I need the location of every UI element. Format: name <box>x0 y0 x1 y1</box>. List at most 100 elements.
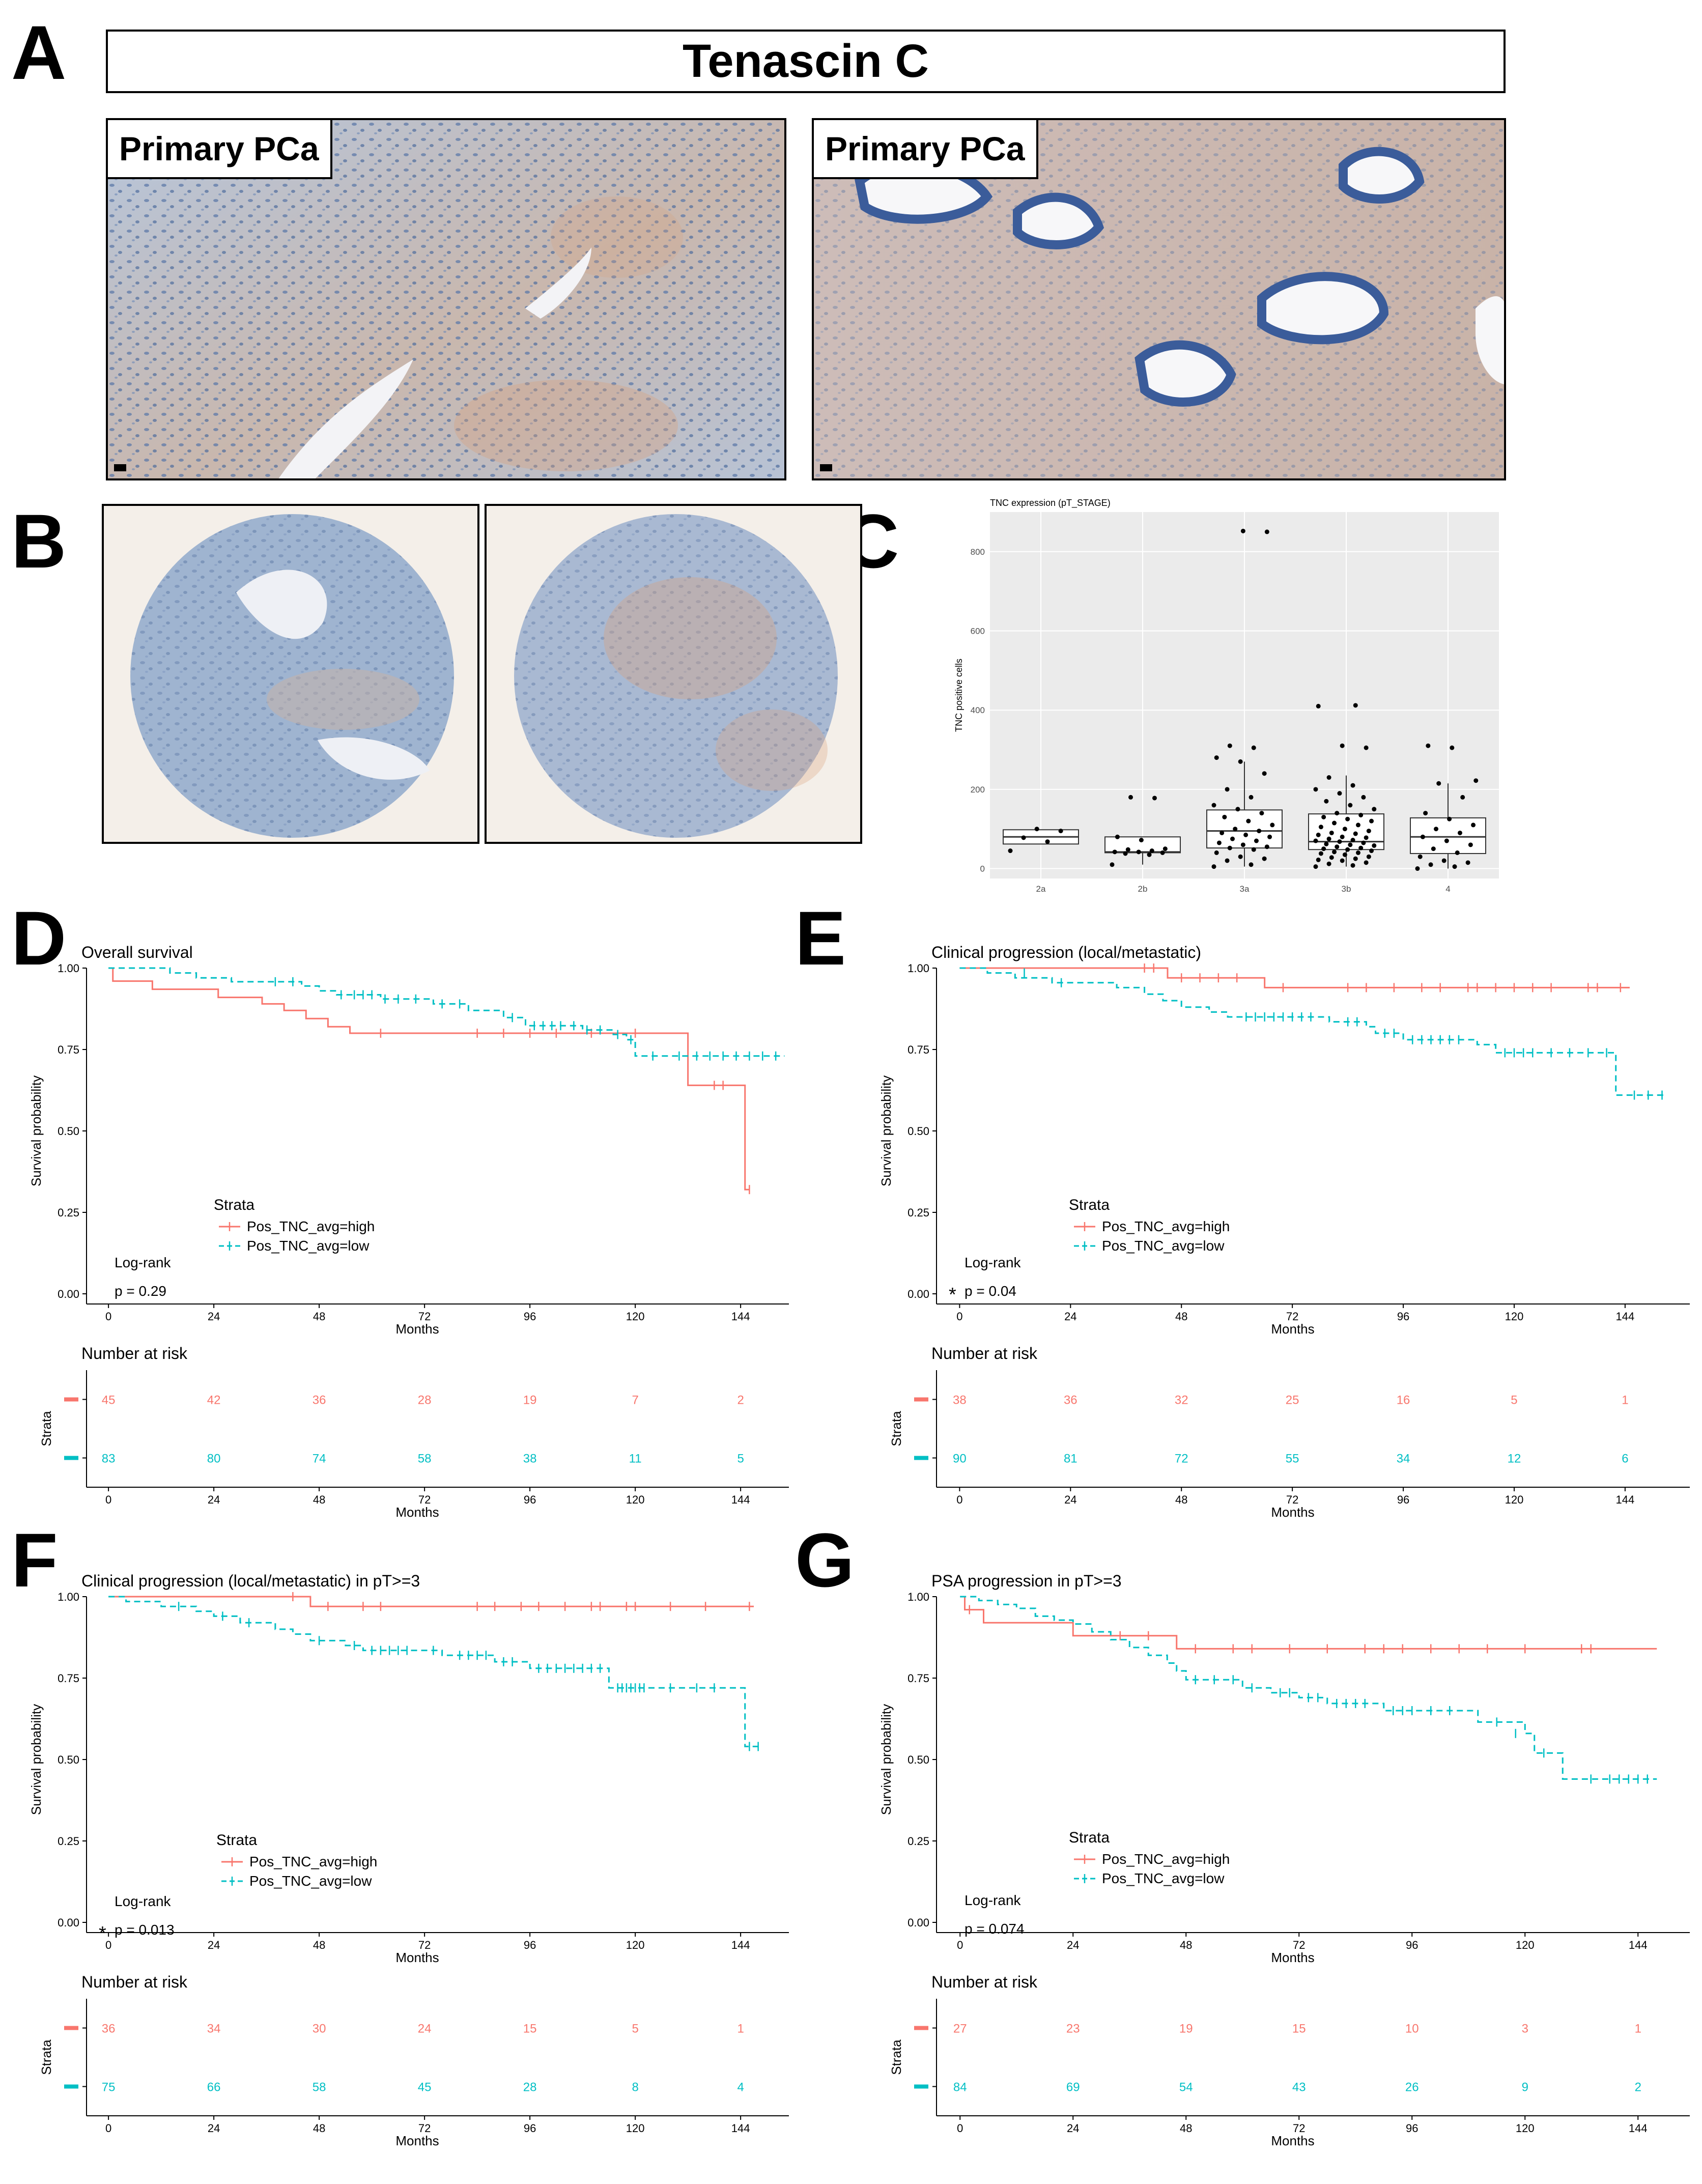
risk-x-tick-label: 120 <box>1516 2122 1535 2135</box>
legend-title: Strata <box>1069 1829 1110 1846</box>
data-point <box>1358 812 1364 817</box>
risk-count: 45 <box>418 2081 432 2094</box>
data-point <box>1110 862 1115 867</box>
data-point <box>1415 866 1420 871</box>
y-tick-label: 0.00 <box>907 1288 929 1300</box>
data-point <box>1147 852 1152 857</box>
risk-x-tick-label: 24 <box>208 2122 220 2135</box>
risk-count: 72 <box>1175 1452 1188 1466</box>
data-point <box>1447 816 1452 821</box>
data-point <box>1233 827 1238 832</box>
y-axis-label: TNC positive cells <box>954 659 964 732</box>
data-point <box>1329 830 1334 835</box>
risk-x-tick-label: 48 <box>1180 2122 1192 2135</box>
data-point <box>1008 848 1013 854</box>
data-point <box>1128 795 1133 800</box>
risk-count: 5 <box>737 1452 744 1466</box>
x-tick-label: 72 <box>418 1939 431 1951</box>
data-point <box>1225 858 1230 863</box>
data-point <box>1313 838 1318 843</box>
data-point <box>1353 831 1358 836</box>
x-tick-label: 144 <box>1629 1939 1648 1951</box>
risk-count: 69 <box>1066 2081 1080 2094</box>
x-tick-label: 48 <box>1180 1939 1192 1951</box>
risk-count: 81 <box>1064 1452 1077 1466</box>
data-point <box>1139 837 1144 842</box>
x-tick-label: 3a <box>1240 884 1250 894</box>
y-tick-label: 1.00 <box>907 1591 929 1603</box>
data-point <box>1335 844 1340 849</box>
y-tick-label: 1.00 <box>907 962 929 975</box>
y-tick-label: 0.75 <box>58 1672 79 1685</box>
risk-count: 36 <box>102 2022 116 2036</box>
risk-count: 15 <box>1292 2022 1306 2036</box>
risk-x-tick-label: 96 <box>524 1493 536 1506</box>
x-tick-label: 0 <box>105 1310 111 1323</box>
data-point <box>1337 791 1342 796</box>
data-point <box>1326 775 1331 780</box>
risk-count: 24 <box>418 2022 432 2036</box>
x-tick-label: 48 <box>1175 1310 1187 1323</box>
data-point <box>1364 745 1369 750</box>
data-point <box>1350 783 1355 788</box>
data-point <box>1372 843 1377 848</box>
risk-table-y-label: Strata <box>889 2039 904 2075</box>
risk-table-title: Number at risk <box>81 1973 188 1991</box>
data-point <box>1235 807 1240 812</box>
data-point <box>1342 827 1347 832</box>
x-tick-label: 0 <box>957 1939 963 1951</box>
y-axis-label: Survival probability <box>31 1075 44 1186</box>
data-point <box>1342 852 1347 857</box>
data-point <box>1358 845 1364 850</box>
x-tick-label: 96 <box>1397 1310 1409 1323</box>
legend-label-high: Pos_TNC_avg=high <box>1102 1851 1230 1867</box>
data-point <box>1254 838 1259 843</box>
data-point <box>1216 840 1222 845</box>
x-tick-label: 24 <box>208 1310 220 1323</box>
risk-x-tick-label: 96 <box>1406 2122 1418 2135</box>
risk-count: 28 <box>418 1394 432 1407</box>
risk-table-title: Number at risk <box>931 1344 1038 1363</box>
risk-x-tick-label: 96 <box>524 2122 536 2135</box>
y-tick-label: 0.50 <box>907 1125 929 1138</box>
data-point <box>1152 796 1157 801</box>
p-value: p = 0.013 <box>115 1922 175 1938</box>
risk-count: 83 <box>102 1452 116 1466</box>
data-point <box>1227 743 1232 748</box>
data-point <box>1136 849 1141 855</box>
x-axis-label: Months <box>395 1321 439 1337</box>
legend-label-high: Pos_TNC_avg=high <box>1102 1218 1230 1234</box>
x-tick-label: 3b <box>1342 884 1351 894</box>
risk-count: 12 <box>1508 1452 1521 1466</box>
y-tick-label: 0.25 <box>58 1835 79 1848</box>
data-point <box>1364 835 1369 840</box>
p-value: p = 0.074 <box>965 1921 1025 1937</box>
data-point <box>1361 840 1366 845</box>
data-point <box>1249 862 1254 867</box>
chart-title: TNC expression (pT_STAGE) <box>990 498 1111 508</box>
p-value: p = 0.04 <box>965 1283 1016 1299</box>
risk-x-axis-label: Months <box>1271 2133 1314 2148</box>
data-point <box>1160 850 1165 855</box>
data-point <box>1335 811 1340 816</box>
data-point <box>1340 834 1345 839</box>
risk-count: 84 <box>953 2081 967 2094</box>
data-point <box>1112 849 1117 855</box>
x-tick-label: 0 <box>956 1310 962 1323</box>
x-tick-label: 96 <box>524 1310 536 1323</box>
y-tick-label: 600 <box>971 627 985 636</box>
data-point <box>1353 856 1358 861</box>
x-tick-label: 120 <box>626 1939 645 1951</box>
risk-x-tick-label: 120 <box>626 2122 645 2135</box>
data-point <box>1162 846 1168 852</box>
risk-count: 15 <box>523 2022 537 2036</box>
km-curve-low <box>959 967 1667 1096</box>
chart-title: Clinical progression (local/metastatic) <box>931 943 1201 961</box>
y-tick-label: 1.00 <box>58 1591 79 1603</box>
data-point <box>1227 845 1232 850</box>
data-point <box>1353 703 1358 708</box>
data-point <box>1243 832 1249 837</box>
risk-row-key-low <box>64 1456 78 1460</box>
risk-x-tick-label: 24 <box>1067 2122 1079 2135</box>
risk-count: 7 <box>632 1394 638 1407</box>
